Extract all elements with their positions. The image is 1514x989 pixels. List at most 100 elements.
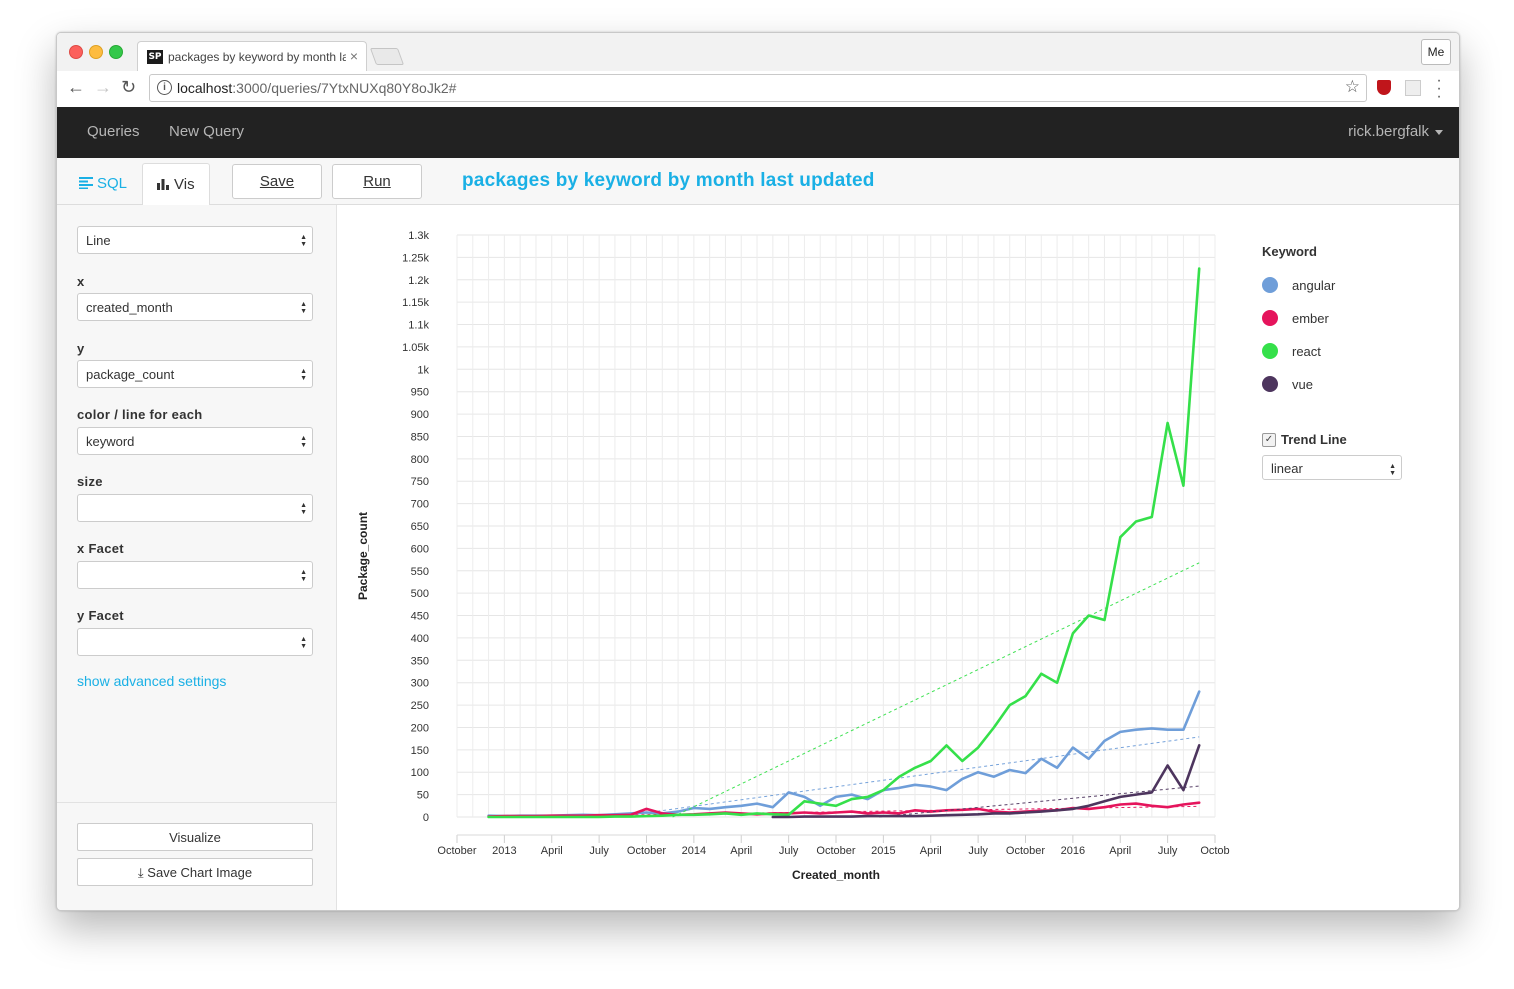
select-arrows-icon: ▲ ▼ [1389, 463, 1396, 477]
y-tick-label: 900 [411, 409, 429, 421]
series-line-react [487, 267, 1201, 819]
x-tick-label: 2016 [1061, 845, 1085, 857]
close-window-button[interactable] [69, 45, 83, 59]
browser-window: SP packages by keyword by month last upd… [56, 32, 1460, 911]
legend-swatch [1262, 310, 1278, 326]
y-tick-label: 950 [411, 387, 429, 399]
y-tick-label: 1.15k [402, 297, 429, 309]
trend-line-angular [615, 736, 1200, 818]
info-icon[interactable]: i [157, 80, 172, 95]
tab-title: packages by keyword by month last update… [168, 50, 346, 64]
legend-label: vue [1292, 377, 1313, 392]
extension-icon[interactable] [1405, 80, 1421, 96]
y-tick-label: 0 [423, 812, 429, 824]
x-tick-label: April [1109, 845, 1131, 857]
url-field[interactable]: i localhost:3000/queries/7YtxNUXq80Y8oJk… [149, 74, 1367, 102]
profile-button[interactable]: Me [1421, 39, 1451, 65]
tab-sql[interactable]: SQL [65, 163, 141, 204]
x-tick-label: April [541, 845, 563, 857]
color-field-label: color / line for each [77, 407, 203, 422]
y-facet-label: y Facet [77, 608, 124, 623]
x-tick-label: July [1158, 845, 1178, 857]
nav-queries-link[interactable]: Queries [87, 123, 140, 140]
y-tick-label: 300 [411, 678, 429, 690]
tab-vis[interactable]: Vis [142, 163, 210, 206]
x-tick-label: April [730, 845, 752, 857]
forward-arrow-icon[interactable]: → [94, 77, 112, 97]
app-navbar: Queries New Query rick.bergfalk [57, 107, 1459, 158]
select-arrows-icon: ▲ ▼ [300, 301, 307, 315]
y-tick-label: 1.2k [408, 275, 429, 287]
run-button[interactable]: Run [332, 164, 422, 199]
trend-line-label: Trend Line [1281, 432, 1347, 447]
y-tick-label: 350 [411, 655, 429, 667]
y-tick-label: 650 [411, 521, 429, 533]
y-tick-label: 250 [411, 700, 429, 712]
y-field-select[interactable]: package_count ▲ ▼ [77, 360, 313, 388]
visualize-button[interactable]: Visualize [77, 823, 313, 851]
y-tick-label: 150 [411, 745, 429, 757]
select-arrows-icon: ▲ ▼ [300, 569, 307, 583]
x-tick-label: October [627, 845, 666, 857]
bookmark-star-icon[interactable]: ☆ [1344, 77, 1360, 96]
y-tick-label: 1.3k [408, 230, 429, 242]
maximize-window-button[interactable] [109, 45, 123, 59]
y-tick-label: 1k [417, 364, 429, 376]
trend-line-checkbox[interactable]: ✓ [1262, 433, 1276, 447]
x-tick-label: July [589, 845, 609, 857]
x-tick-label: 2014 [682, 845, 706, 857]
legend-label: react [1292, 344, 1321, 359]
trend-line-react [672, 562, 1200, 818]
vis-settings-sidebar: Line ▲ ▼ x created_month ▲ ▼ y package_count… [57, 205, 337, 910]
show-advanced-settings-link[interactable]: show advanced settings [77, 673, 227, 689]
browser-menu-icon[interactable]: · · · [1436, 72, 1442, 105]
select-arrows-icon: ▲ ▼ [300, 636, 307, 650]
y-tick-label: 750 [411, 476, 429, 488]
y-tick-label: 100 [411, 767, 429, 779]
y-tick-label: 1.05k [402, 342, 429, 354]
tab-strip: SP packages by keyword by month last upd… [57, 33, 1459, 72]
back-arrow-icon[interactable]: ← [67, 77, 85, 97]
y-tick-label: 450 [411, 611, 429, 623]
y-tick-label: 800 [411, 454, 429, 466]
legend-swatch [1262, 343, 1278, 359]
y-axis-title: Package_count [356, 512, 370, 600]
trend-type-select[interactable]: linear ▲ ▼ [1262, 455, 1402, 480]
nav-new-query-link[interactable]: New Query [169, 123, 245, 140]
url-text: localhost:3000/queries/7YtxNUXq80Y8oJk2# [177, 80, 457, 96]
query-title[interactable]: packages by keyword by month last update… [462, 170, 875, 191]
legend-title: Keyword [1262, 244, 1317, 259]
color-field-select[interactable]: keyword ▲ ▼ [77, 427, 313, 455]
y-tick-label: 1.25k [402, 252, 429, 264]
y-facet-select[interactable]: ▲ ▼ [77, 628, 313, 656]
x-tick-label: October [437, 845, 476, 857]
x-axis-title: Created_month [792, 868, 880, 882]
x-field-select[interactable]: created_month ▲ ▼ [77, 293, 313, 321]
x-facet-select[interactable]: ▲ ▼ [77, 561, 313, 589]
browser-tab[interactable]: SP packages by keyword by month last upd… [137, 41, 367, 72]
user-menu[interactable]: rick.bergfalk [1348, 123, 1443, 140]
y-tick-label: 400 [411, 633, 429, 645]
size-field-select[interactable]: ▲ ▼ [77, 494, 313, 522]
line-chart: 0 50 100 150 200 250 300 350 400 450 500 550 600 650 7… [356, 230, 1230, 882]
select-arrows-icon: ▲ ▼ [300, 502, 307, 516]
new-tab-button[interactable] [369, 48, 405, 65]
reload-icon[interactable]: ↻ [121, 77, 137, 97]
x-tick-label: April [920, 845, 942, 857]
x-tick-label: October [816, 845, 855, 857]
save-button[interactable]: Save [232, 164, 322, 199]
chart-type-select[interactable]: Line ▲ ▼ [77, 226, 313, 254]
y-tick-label: 50 [417, 790, 429, 802]
size-field-label: size [77, 474, 103, 489]
y-tick-label: 700 [411, 499, 429, 511]
legend-swatch [1262, 277, 1278, 293]
select-arrows-icon: ▲ ▼ [300, 368, 307, 382]
ublock-extension-icon[interactable] [1377, 80, 1391, 95]
sidebar-divider [57, 802, 336, 803]
y-field-label: y [77, 341, 85, 356]
x-facet-label: x Facet [77, 541, 124, 556]
tab-close-icon[interactable]: × [349, 48, 358, 64]
minimize-window-button[interactable] [89, 45, 103, 59]
save-chart-image-button[interactable]: ⤓ Save Chart Image [77, 858, 313, 886]
x-tick-label: July [968, 845, 988, 857]
